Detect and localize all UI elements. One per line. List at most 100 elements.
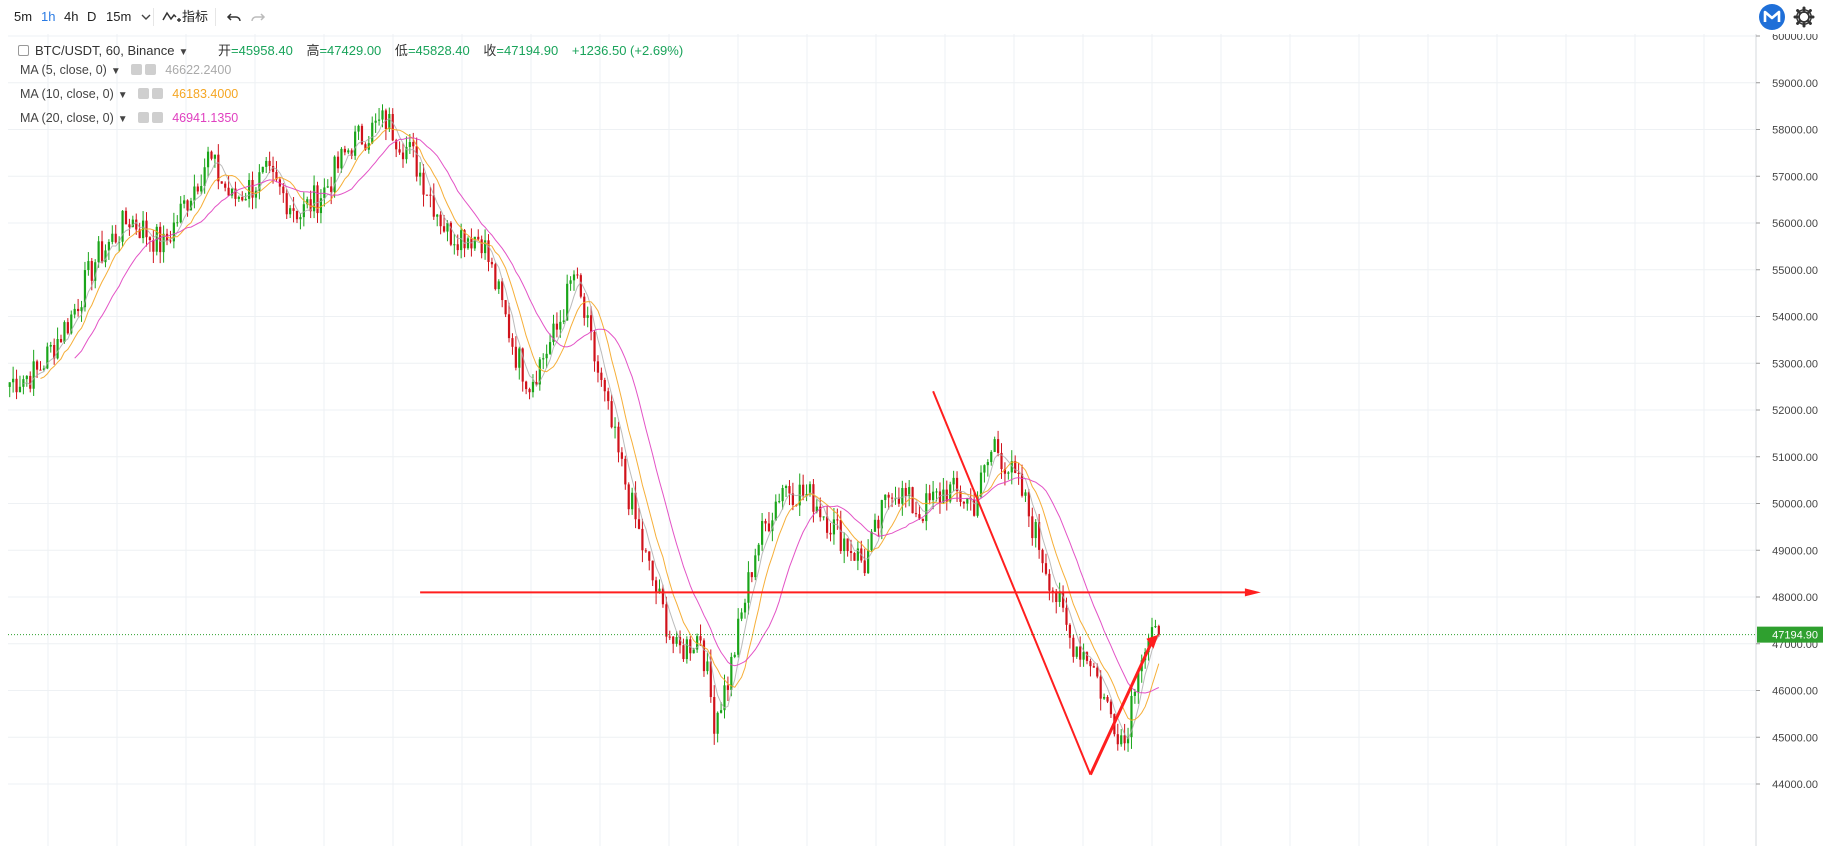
close-icon[interactable] [151,88,163,99]
chevron-down-icon[interactable]: ▼ [117,114,128,125]
candle-body [668,636,671,638]
price-chart[interactable]: 44000.0045000.0046000.0047000.0048000.00… [0,34,1825,846]
candle-body [740,612,743,619]
candle-body [100,241,104,263]
candle-body [1092,666,1095,668]
candle-body [1082,652,1085,660]
ma5-legend[interactable]: MA (5, close, 0) ▼ 46622.2400 [20,63,231,81]
candle-body [658,588,661,593]
candle-body [514,346,517,368]
candle-body [1079,646,1082,660]
candle-body [1000,452,1003,470]
candle-body [12,378,15,383]
candle-body [836,519,839,521]
interval-4h-button[interactable]: 4h [64,9,79,24]
eye-icon[interactable] [137,88,149,99]
undo-button[interactable] [222,6,246,28]
candle-body [675,637,678,644]
candle-body [528,389,531,393]
candle-body [56,338,59,359]
chevron-down-icon[interactable]: ▼ [117,90,128,101]
symbol-label[interactable]: BTC/USDT, 60, Binance [35,43,175,58]
candle-body [993,439,996,452]
chevron-down-icon[interactable]: ▼ [110,66,121,77]
candle-body [579,275,582,297]
candlestick-series [8,104,1160,752]
close-icon[interactable] [144,64,156,75]
interval-5m-button[interactable]: 5m [14,9,33,24]
brand-logo[interactable] [1758,3,1786,31]
candle-body [319,198,323,214]
candle-body [77,308,80,312]
candle-body [354,131,357,156]
price-tick-label: 45000.00 [1772,732,1818,744]
candle-body [678,637,682,646]
candle-body [220,181,223,184]
candle-body [853,552,856,561]
price-axis: 44000.0045000.0046000.0047000.0048000.00… [1755,34,1823,846]
candle-body [955,477,959,492]
settings-button[interactable] [1790,3,1818,31]
candle-body [829,532,832,535]
candle-body [661,588,665,605]
m-logo-icon [1759,4,1785,30]
eye-icon[interactable] [130,64,142,75]
candle-body [730,656,733,690]
candle-body [743,602,747,613]
candle-body [460,230,463,251]
candle-body [90,261,93,281]
candle-body [983,465,986,473]
close-icon[interactable] [151,112,163,123]
candle-body [377,119,381,121]
candle-body [548,342,552,354]
candle-body [572,274,576,281]
ma20-legend[interactable]: MA (20, close, 0) ▼ 46941.1350 [20,111,238,129]
candle-body [148,237,152,241]
candle-body [702,640,706,672]
candle-body [391,114,394,141]
candle-body [306,199,309,205]
candle-body [843,538,846,552]
candle-body [682,645,685,660]
chevron-down-icon[interactable]: ▼ [178,47,189,58]
candle-body [908,487,911,496]
interval-15m-button[interactable]: 15m [106,9,132,24]
candle-body [135,219,138,230]
candle-body [251,179,254,198]
collapse-legend-icon[interactable] [18,45,29,56]
candle-body [815,506,818,512]
candle-body [83,270,87,308]
interval-dropdown-button[interactable] [136,6,158,28]
candle-body [637,519,641,529]
candle-body [152,240,155,252]
ma10-legend[interactable]: MA (10, close, 0) ▼ 46183.4000 [20,87,238,105]
candle-body [237,196,240,199]
candle-body [812,484,815,512]
redo-button[interactable] [246,6,270,28]
indicators-label: 指标 [182,9,209,24]
low-label: 低 [394,43,408,58]
candle-body [918,514,921,519]
candle-body [1014,461,1017,473]
candle-body [1120,735,1123,745]
candle-body [665,604,668,637]
candle-body [624,458,627,485]
candle-body [890,497,894,499]
low-value: =45828.40 [407,43,470,58]
candle-body [596,361,600,373]
candle-body [764,520,767,524]
candle-body [750,572,753,578]
interval-d-button[interactable]: D [87,9,97,24]
indicators-button[interactable]: 指标 [158,6,212,28]
interval-1h-button[interactable]: 1h [41,9,56,24]
candle-body [316,185,319,214]
undo-icon [226,13,241,22]
candle-body [227,187,230,196]
open-label: 开 [217,43,231,58]
candle-body [1055,591,1058,603]
toolbar-divider [215,8,216,26]
candle-body [631,492,634,510]
eye-icon[interactable] [137,112,149,123]
candle-body [1133,691,1136,696]
candle-body [501,281,504,301]
